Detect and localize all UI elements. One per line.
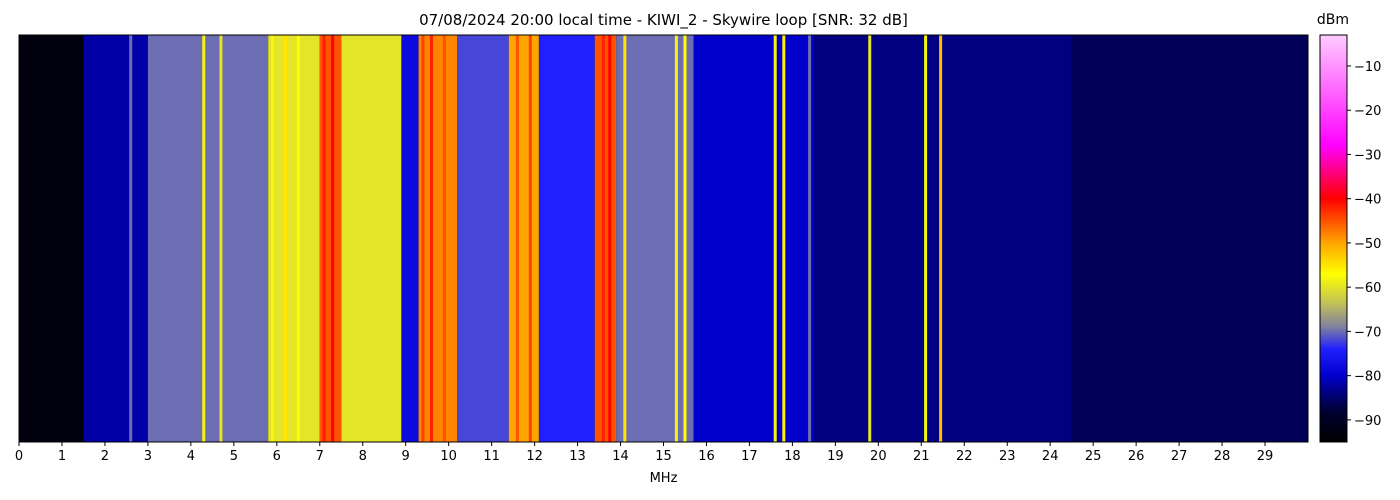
heatmap-band <box>813 35 1072 442</box>
chart-title: 07/08/2024 20:00 local time - KIWI_2 - S… <box>419 11 908 29</box>
heatmap-band <box>457 35 509 442</box>
x-tick-label: 3 <box>144 449 152 464</box>
colorbar-unit-label: dBm <box>1316 12 1350 28</box>
signal-line <box>608 35 612 442</box>
signal-line <box>429 35 433 442</box>
signal-line <box>515 35 519 442</box>
signal-line <box>271 35 275 442</box>
signal-line <box>202 35 206 442</box>
x-tick-label: 17 <box>741 449 758 464</box>
colorbar-tick-label: −50 <box>1354 237 1381 252</box>
x-tick-label: 0 <box>15 449 23 464</box>
colorbar-tick-label: −80 <box>1354 370 1381 385</box>
x-tick-label: 20 <box>870 449 887 464</box>
heatmap-area <box>19 35 1308 442</box>
signal-line <box>421 35 425 442</box>
x-tick-label: 15 <box>655 449 672 464</box>
x-tick-label: 22 <box>956 449 973 464</box>
heatmap-band <box>538 35 595 442</box>
signal-line <box>868 35 872 442</box>
x-tick-label: 14 <box>612 449 629 464</box>
heatmap-band <box>693 35 814 442</box>
signal-line <box>683 35 687 442</box>
colorbar-tick-label: −10 <box>1354 60 1381 75</box>
x-tick-label: 2 <box>101 449 109 464</box>
x-tick-label: 5 <box>230 449 238 464</box>
heatmap-band <box>268 35 320 442</box>
x-tick-label: 24 <box>1042 449 1059 464</box>
heatmap-band <box>616 35 694 442</box>
x-tick-label: 7 <box>316 449 324 464</box>
signal-line <box>442 35 446 442</box>
x-tick-label: 18 <box>784 449 801 464</box>
x-tick-label: 23 <box>999 449 1016 464</box>
x-axis-label: MHz <box>650 471 678 486</box>
signal-line <box>322 35 326 442</box>
colorbar-tick-label: −40 <box>1354 193 1381 208</box>
colorbar-tick-label: −70 <box>1354 325 1381 340</box>
colorbar-tick-label: −90 <box>1354 414 1381 429</box>
heatmap-band <box>594 35 617 442</box>
signal-line <box>283 35 287 442</box>
x-tick-label: 8 <box>359 449 367 464</box>
x-tick-label: 21 <box>913 449 930 464</box>
x-tick-label: 26 <box>1128 449 1145 464</box>
signal-line <box>129 35 133 442</box>
heatmap-band <box>83 35 148 442</box>
x-axis: 0 1 2 3 4 5 6 7 8 9 10 11 12 13 14 15 16 17 18 19 20 21 22 23 24… <box>15 442 1273 464</box>
signal-line <box>924 35 928 442</box>
colorbar <box>1319 34 1348 443</box>
x-tick-label: 4 <box>187 449 195 464</box>
heatmap-band <box>508 35 539 442</box>
heatmap-band <box>1071 35 1308 442</box>
signal-line <box>528 35 532 442</box>
heatmap-band <box>19 35 84 442</box>
x-tick-label: 29 <box>1257 449 1274 464</box>
signal-line <box>939 35 943 442</box>
signal-line <box>219 35 223 442</box>
colorbar-tick-label: −60 <box>1354 281 1381 296</box>
x-tick-label: 11 <box>483 449 500 464</box>
x-tick-label: 27 <box>1171 449 1188 464</box>
signal-line <box>623 35 627 442</box>
signal-line <box>808 35 812 442</box>
x-tick-label: 1 <box>58 449 66 464</box>
colorbar-axis: −10 −20 −30 −40 −50 −60 −70 −80 −90 <box>1347 60 1381 429</box>
x-tick-label: 10 <box>440 449 457 464</box>
signal-line <box>674 35 678 442</box>
x-tick-label: 9 <box>402 449 410 464</box>
x-tick-label: 13 <box>569 449 586 464</box>
signal-line <box>773 35 777 442</box>
heatmap-band <box>418 35 458 442</box>
heatmap-band <box>401 35 419 442</box>
colorbar-tick-label: −30 <box>1354 148 1381 163</box>
signal-line <box>331 35 335 442</box>
signal-line <box>782 35 786 442</box>
signal-line <box>296 35 300 442</box>
x-tick-label: 28 <box>1214 449 1231 464</box>
x-tick-label: 25 <box>1085 449 1102 464</box>
colorbar-tick-label: −20 <box>1354 104 1381 119</box>
x-tick-label: 12 <box>526 449 543 464</box>
x-tick-label: 6 <box>273 449 281 464</box>
heatmap-band <box>147 35 269 442</box>
heatmap-band <box>341 35 402 442</box>
x-tick-label: 19 <box>827 449 844 464</box>
x-tick-label: 16 <box>698 449 715 464</box>
signal-line <box>601 35 605 442</box>
